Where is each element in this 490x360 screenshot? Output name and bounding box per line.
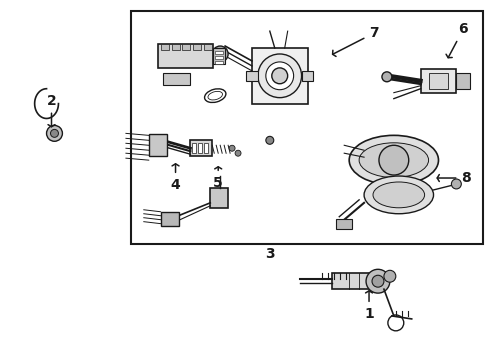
Circle shape: [47, 125, 62, 141]
Text: 7: 7: [333, 26, 379, 57]
Circle shape: [366, 269, 390, 293]
Bar: [158, 44, 213, 68]
Text: 4: 4: [171, 164, 180, 192]
Ellipse shape: [359, 143, 429, 177]
Bar: [172, 44, 179, 50]
Bar: [194, 44, 201, 50]
Bar: [163, 73, 191, 85]
Bar: [131, 11, 483, 244]
Bar: [215, 51, 223, 54]
Bar: [191, 140, 212, 156]
Circle shape: [384, 270, 396, 282]
Bar: [215, 56, 223, 59]
Bar: [204, 143, 208, 153]
Text: 6: 6: [446, 22, 468, 58]
Bar: [336, 219, 352, 229]
Circle shape: [382, 72, 392, 82]
Bar: [252, 48, 308, 104]
Bar: [420, 69, 456, 93]
Bar: [198, 143, 202, 153]
Circle shape: [229, 145, 235, 151]
Bar: [429, 73, 448, 89]
Circle shape: [272, 68, 288, 84]
Circle shape: [266, 62, 294, 90]
Bar: [149, 134, 167, 156]
Bar: [213, 48, 225, 64]
Ellipse shape: [364, 176, 434, 214]
Bar: [204, 44, 212, 50]
Bar: [332, 273, 374, 289]
Text: 3: 3: [265, 247, 274, 261]
Text: 2: 2: [47, 94, 56, 127]
Ellipse shape: [349, 135, 439, 185]
Circle shape: [50, 129, 58, 137]
Circle shape: [235, 150, 241, 156]
Circle shape: [266, 136, 274, 144]
Bar: [182, 44, 191, 50]
Bar: [193, 143, 196, 153]
Circle shape: [258, 54, 301, 98]
Bar: [210, 188, 228, 208]
Circle shape: [372, 275, 384, 287]
Bar: [215, 61, 223, 64]
Bar: [246, 71, 258, 81]
Circle shape: [379, 145, 409, 175]
Bar: [161, 212, 178, 226]
Text: 8: 8: [437, 171, 471, 185]
Text: 1: 1: [364, 291, 374, 321]
Ellipse shape: [373, 182, 425, 208]
Circle shape: [451, 179, 461, 189]
Bar: [301, 71, 314, 81]
Circle shape: [212, 46, 228, 62]
Bar: [161, 44, 169, 50]
Bar: [456, 73, 470, 89]
Text: 5: 5: [213, 167, 223, 190]
